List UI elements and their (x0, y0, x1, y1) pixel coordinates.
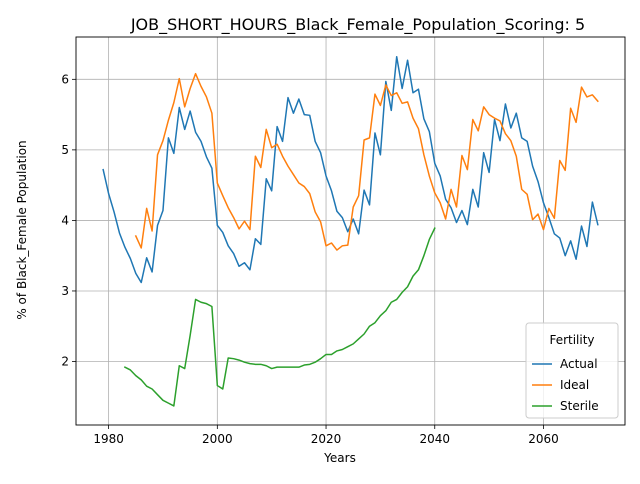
legend-label-sterile: Sterile (560, 399, 599, 413)
x-axis-label: Years (323, 451, 356, 465)
legend-label-ideal: Ideal (560, 378, 589, 392)
x-tick-label: 2020 (311, 432, 342, 446)
y-tick-label: 4 (61, 213, 69, 227)
y-tick-label: 6 (61, 72, 69, 86)
x-tick-label: 2060 (528, 432, 559, 446)
y-tick-label: 5 (61, 143, 69, 157)
y-axis-label: % of Black_Female Population (15, 140, 29, 319)
legend-title: Fertility (549, 333, 594, 347)
y-tick-label: 3 (61, 284, 69, 298)
legend-label-actual: Actual (560, 357, 598, 371)
legend: Fertility Actual Ideal Sterile (526, 323, 618, 418)
x-tick-label: 2000 (202, 432, 233, 446)
x-tick-label: 1980 (93, 432, 124, 446)
chart-title: JOB_SHORT_HOURS_Black_Female_Population_… (130, 15, 585, 35)
x-tick-label: 2040 (419, 432, 450, 446)
y-tick-label: 2 (61, 355, 69, 369)
